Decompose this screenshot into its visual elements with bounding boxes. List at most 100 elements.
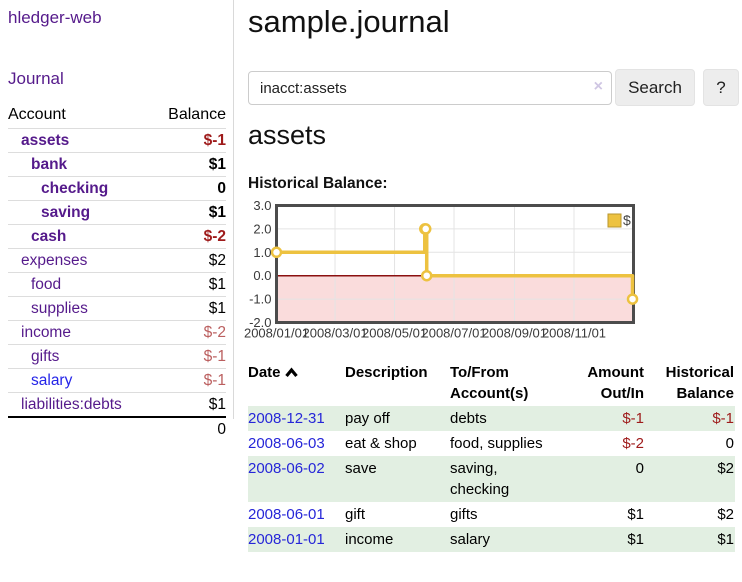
sidebar-item-journal[interactable]: Journal bbox=[8, 69, 64, 88]
account-row: assets $-1 bbox=[8, 128, 226, 152]
account-link[interactable]: salary bbox=[31, 372, 73, 389]
account-balance: $-1 bbox=[203, 372, 226, 389]
accounts-total-row: 0 bbox=[8, 416, 226, 440]
account-link[interactable]: assets bbox=[21, 132, 70, 149]
transaction-balance-cell: $1 bbox=[717, 531, 734, 548]
legend-swatch bbox=[607, 213, 622, 228]
help-button[interactable]: ? bbox=[703, 69, 739, 106]
svg-text:0.0: 0.0 bbox=[253, 268, 271, 283]
transaction-accounts-cell: salary bbox=[450, 531, 491, 548]
account-balance: $1 bbox=[208, 276, 226, 293]
accounts-total-value: 0 bbox=[217, 421, 226, 438]
transaction-date-cell: 2008-01-01 bbox=[248, 527, 345, 552]
account-link[interactable]: supplies bbox=[31, 300, 88, 317]
historical-balance-chart: 3.0 2.0 1.0 0.0 -1.0 -2.02008/01/012008/03/01… bbox=[244, 198, 639, 341]
svg-text:2008/11/01: 2008/11/01 bbox=[542, 326, 606, 341]
transaction-date-cell: 2008-06-03 bbox=[248, 431, 345, 456]
transaction-date-link[interactable]: 2008-12-31 bbox=[248, 410, 325, 427]
svg-text:2008/01/01: 2008/01/01 bbox=[244, 326, 309, 341]
svg-text:-2.0: -2.0 bbox=[249, 315, 271, 330]
legend-label: $ bbox=[623, 212, 631, 228]
account-row: bank $1 bbox=[8, 152, 226, 176]
svg-text:2.0: 2.0 bbox=[253, 221, 271, 236]
main-content: sample.journal × Search ? assets Histori… bbox=[244, 0, 742, 582]
transaction-date-link[interactable]: 2008-01-01 bbox=[248, 531, 325, 548]
account-balance: $1 bbox=[208, 156, 226, 173]
search-button[interactable]: Search bbox=[615, 69, 695, 106]
account-row: checking 0 bbox=[8, 176, 226, 200]
account-link[interactable]: bank bbox=[31, 156, 68, 173]
search-bar: × Search ? bbox=[248, 69, 742, 106]
chart-title: Historical Balance: bbox=[248, 175, 388, 192]
date-column-label: Date bbox=[248, 364, 281, 381]
account-page-title: assets bbox=[248, 120, 327, 150]
account-balance: $1 bbox=[208, 300, 226, 317]
account-link[interactable]: food bbox=[31, 276, 62, 293]
account-balance: $1 bbox=[208, 396, 226, 413]
account-row: salary $-1 bbox=[8, 368, 226, 392]
chart-area: 3.0 2.0 1.0 0.0 -1.0 -2.0 2008/01/01 2008/03/01… bbox=[244, 198, 640, 344]
column-header-amount: Amount Out/In bbox=[587, 364, 644, 402]
transaction-amount-cell: $-2 bbox=[622, 435, 644, 452]
transaction-amount-cell: $-1 bbox=[622, 410, 644, 427]
balance-column-label: Balance bbox=[168, 106, 226, 123]
account-row: liabilities:debts $1 bbox=[8, 392, 226, 416]
transaction-row: 2008-06-01 gift gifts $1 $2 bbox=[248, 502, 735, 527]
account-link[interactable]: cash bbox=[31, 228, 67, 245]
transaction-description-cell: save bbox=[345, 460, 377, 477]
transaction-row: 2008-01-01 income salary $1 $1 bbox=[248, 527, 735, 552]
account-link[interactable]: liabilities:debts bbox=[21, 396, 122, 413]
transaction-date-link[interactable]: 2008-06-03 bbox=[248, 435, 325, 452]
transaction-date-link[interactable]: 2008-06-01 bbox=[248, 506, 325, 523]
account-balance: $-2 bbox=[203, 228, 226, 245]
page-title: sample.journal bbox=[248, 4, 450, 39]
account-row: gifts $-1 bbox=[8, 344, 226, 368]
transaction-date-cell: 2008-06-02 bbox=[248, 456, 345, 502]
account-row: food $1 bbox=[8, 272, 226, 296]
transaction-row: 2008-06-03 eat & shop food, supplies $-2 0 bbox=[248, 431, 735, 456]
account-link[interactable]: saving bbox=[41, 204, 91, 221]
transaction-balance-cell: $-1 bbox=[712, 410, 734, 427]
account-balance: $-1 bbox=[203, 132, 226, 149]
account-link[interactable]: income bbox=[21, 324, 71, 341]
sidebar-divider bbox=[233, 0, 234, 419]
transaction-accounts-cell: saving, checking bbox=[450, 460, 510, 498]
transaction-date-cell: 2008-12-31 bbox=[248, 406, 345, 431]
account-row: income $-2 bbox=[8, 320, 226, 344]
transaction-amount-cell: 0 bbox=[635, 460, 644, 477]
search-input[interactable] bbox=[248, 71, 612, 105]
account-link[interactable]: expenses bbox=[21, 252, 88, 269]
clear-search-icon[interactable]: × bbox=[593, 78, 603, 95]
transaction-date-cell: 2008-06-01 bbox=[248, 502, 345, 527]
transaction-row: 2008-12-31 pay off debts $-1 $-1 bbox=[248, 406, 735, 431]
account-balance: $-1 bbox=[203, 348, 226, 365]
account-balance: $-2 bbox=[203, 324, 226, 341]
account-column-label: Account bbox=[8, 106, 66, 123]
transaction-accounts-cell: food, supplies bbox=[450, 435, 543, 452]
transaction-description-cell: gift bbox=[345, 506, 366, 523]
account-balance: $1 bbox=[208, 204, 226, 221]
app-brand-link[interactable]: hledger-web bbox=[8, 8, 102, 27]
column-header-accounts: To/From Account(s) bbox=[450, 364, 529, 402]
register-header-row: Date Description To/From Account(s) Amou… bbox=[248, 360, 735, 406]
transaction-accounts-cell: debts bbox=[450, 410, 487, 427]
column-header-balance: Historical Balance bbox=[665, 364, 734, 402]
account-row: supplies $1 bbox=[8, 296, 226, 320]
transaction-balance-cell: $2 bbox=[717, 506, 734, 523]
svg-text:2008/05/01: 2008/05/01 bbox=[362, 326, 427, 341]
transaction-description-cell: income bbox=[345, 531, 394, 548]
account-link[interactable]: checking bbox=[41, 180, 109, 197]
transaction-row: 2008-06-02 save saving, checking 0 $2 bbox=[248, 456, 735, 502]
account-row: saving $1 bbox=[8, 200, 226, 224]
sort-ascending-icon bbox=[284, 363, 298, 384]
transaction-date-link[interactable]: 2008-06-02 bbox=[248, 460, 325, 477]
svg-text:-1.0: -1.0 bbox=[249, 292, 271, 307]
column-header-date[interactable]: Date bbox=[248, 360, 345, 406]
account-balance: 0 bbox=[217, 180, 226, 197]
transaction-balance-cell: 0 bbox=[725, 435, 734, 452]
transaction-description-cell: pay off bbox=[345, 410, 390, 427]
account-table-header: Account Balance bbox=[8, 102, 226, 128]
svg-text:3.0: 3.0 bbox=[253, 198, 271, 213]
svg-text:2008/07/01: 2008/07/01 bbox=[421, 326, 486, 341]
account-link[interactable]: gifts bbox=[31, 348, 60, 365]
